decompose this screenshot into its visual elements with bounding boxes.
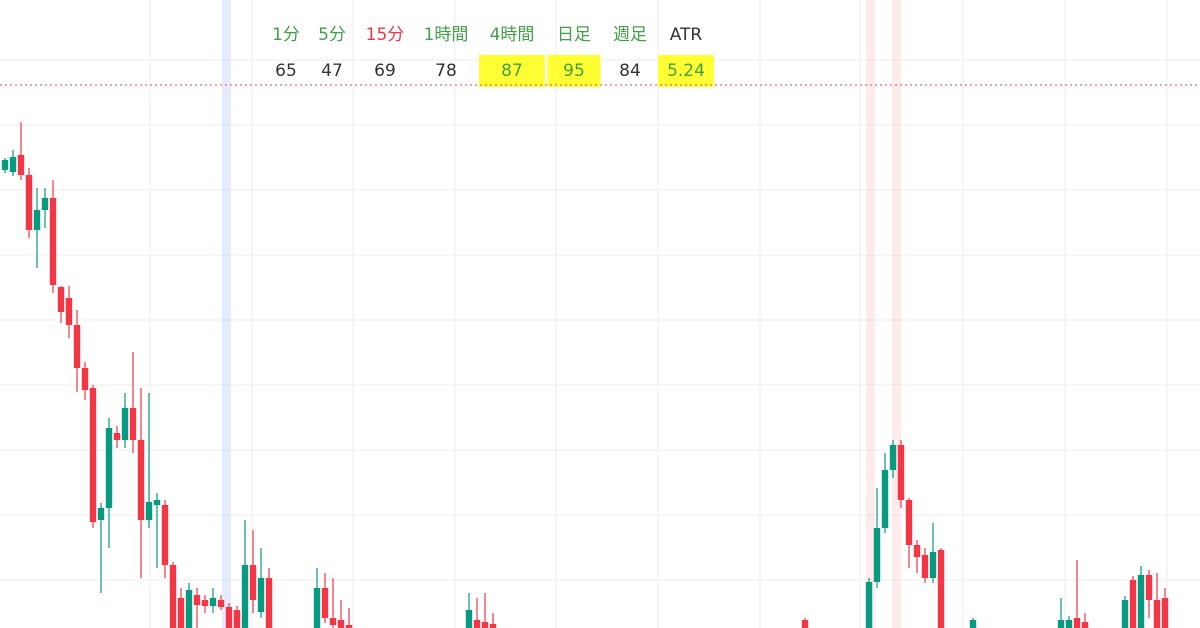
- indicator-label: 週足: [613, 25, 647, 45]
- candle-body: [177, 598, 185, 628]
- candle-body: [473, 620, 481, 628]
- candle-body: [1065, 620, 1073, 628]
- candle-body: [873, 528, 881, 582]
- candle-body: [897, 445, 905, 500]
- highlight-band: [892, 0, 901, 628]
- candle-body: [193, 595, 201, 605]
- candle-body: [145, 502, 153, 520]
- indicator-value: 5.24: [667, 61, 705, 81]
- indicator-value: 69: [374, 61, 396, 81]
- candle-body: [1161, 598, 1169, 628]
- candle-body: [257, 578, 265, 612]
- candle-body: [89, 388, 97, 522]
- candle-body: [265, 578, 273, 628]
- candle-body: [929, 552, 937, 578]
- candle-body: [969, 620, 977, 628]
- candle-body: [329, 618, 337, 625]
- highlight-cell: [658, 55, 714, 87]
- candle-body: [217, 600, 225, 607]
- candle-body: [913, 545, 921, 557]
- candle-body: [337, 620, 345, 628]
- candle-body: [169, 565, 177, 628]
- candle-body: [153, 500, 161, 505]
- candle-body: [1153, 600, 1161, 628]
- candle-body: [33, 210, 41, 230]
- candle-body: [65, 298, 73, 325]
- candle-body: [1129, 580, 1137, 628]
- candle-body: [121, 408, 129, 440]
- candle-body: [321, 588, 329, 618]
- candle-body: [1121, 600, 1129, 628]
- candle-body: [1057, 620, 1065, 628]
- candle-body: [17, 155, 25, 175]
- candle-body: [185, 590, 193, 628]
- candle-body: [137, 440, 145, 520]
- indicator-label: 1分: [272, 25, 300, 45]
- candle-body: [233, 610, 241, 628]
- candle-body: [49, 198, 57, 285]
- candle-body: [1, 160, 9, 170]
- candle-body: [881, 470, 889, 528]
- candle-body: [889, 445, 897, 470]
- candle-body: [81, 368, 89, 390]
- candle-body: [225, 607, 233, 628]
- candle-body: [465, 610, 473, 628]
- highlight-band: [222, 0, 231, 628]
- indicator-label: 1時間: [424, 25, 469, 45]
- candle-body: [865, 582, 873, 628]
- candle-body: [41, 198, 49, 210]
- indicator-value: 84: [619, 61, 641, 81]
- indicator-label: ATR: [670, 25, 703, 45]
- indicator-table: 1分 65 5分 47 15分 69 1時間 78 4時間 87 日足 95 週足 84 ATR 5.24: [272, 25, 714, 87]
- indicator-label: 日足: [557, 25, 591, 45]
- candle-body: [1073, 618, 1081, 628]
- indicator-value: 95: [563, 61, 585, 81]
- candle-body: [249, 565, 257, 600]
- indicator-value: 87: [501, 61, 523, 81]
- candle-body: [209, 598, 217, 606]
- candle-body: [1137, 575, 1145, 628]
- indicator-value: 65: [275, 61, 297, 81]
- indicator-label: 15分: [366, 25, 405, 45]
- candle-body: [105, 428, 113, 508]
- candle-body: [129, 408, 137, 440]
- candle-body: [937, 550, 945, 628]
- highlight-cell: [547, 55, 601, 87]
- candle-body: [905, 500, 913, 545]
- candle-body: [73, 325, 81, 368]
- candle-body: [489, 624, 497, 628]
- candle-body: [9, 157, 17, 172]
- candle-body: [345, 625, 353, 628]
- candles: [1, 122, 1169, 628]
- candle-body: [1145, 575, 1153, 600]
- candle-body: [481, 622, 489, 628]
- candle-body: [97, 508, 105, 520]
- indicator-value: 47: [321, 61, 343, 81]
- indicator-label: 4時間: [490, 25, 535, 45]
- candle-body: [113, 433, 121, 440]
- candle-body: [801, 620, 809, 628]
- candle-body: [161, 505, 169, 565]
- candle-body: [25, 175, 33, 230]
- candle-body: [241, 565, 249, 628]
- highlight-band: [866, 0, 875, 628]
- candle-body: [313, 588, 321, 628]
- candle-body: [1081, 622, 1089, 628]
- indicator-label: 5分: [318, 25, 346, 45]
- candle-body: [57, 287, 65, 312]
- candle-body: [921, 555, 929, 578]
- highlight-cell: [479, 55, 545, 87]
- candle-body: [201, 600, 209, 606]
- indicator-value: 78: [435, 61, 457, 81]
